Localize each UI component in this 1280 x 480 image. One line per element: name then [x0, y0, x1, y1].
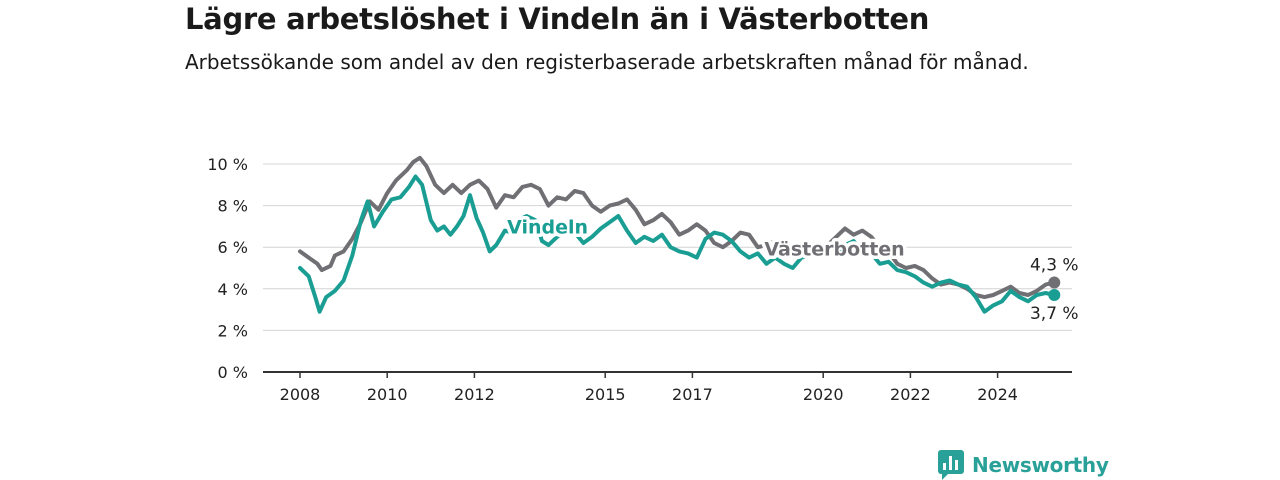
- x-tick-label: 2008: [280, 385, 321, 404]
- newsworthy-brand[interactable]: Newsworthy: [938, 450, 1109, 480]
- x-tick-label: 2012: [454, 385, 495, 404]
- end-point-vindeln: [1048, 289, 1061, 302]
- y-tick-label: 6 %: [218, 238, 248, 257]
- x-tick-label: 2015: [585, 385, 626, 404]
- y-tick-label: 0 %: [218, 363, 248, 382]
- x-tick-label: 2017: [672, 385, 713, 404]
- x-tick-label: 2022: [890, 385, 931, 404]
- chart-title: Lägre arbetslöshet i Vindeln än i Väster…: [185, 2, 930, 36]
- y-tick-label: 10 %: [207, 155, 248, 174]
- end-point-vsterbotten: [1048, 276, 1061, 289]
- x-tick-label: 2020: [803, 385, 844, 404]
- brand-name: Newsworthy: [972, 453, 1109, 477]
- series-line-vindeln: [298, 174, 1057, 314]
- end-label-vindeln: 3,7 %: [1030, 304, 1079, 324]
- end-label-vsterbotten: 4,3 %: [1030, 256, 1079, 276]
- series-label-vindeln: Vindeln: [507, 217, 588, 239]
- x-tick-label: 2024: [977, 385, 1018, 404]
- y-tick-label: 4 %: [218, 280, 248, 299]
- y-tick-label: 2 %: [218, 321, 248, 340]
- bar-chart-logo-icon: [938, 450, 964, 480]
- series-line-vsterbotten: [298, 155, 1057, 300]
- x-tick-label: 2010: [367, 385, 408, 404]
- series-label-vasterbotten: Västerbotten: [764, 239, 904, 261]
- y-tick-label: 8 %: [218, 197, 248, 216]
- chart-subtitle: Arbetssökande som andel av den registerb…: [185, 50, 1029, 74]
